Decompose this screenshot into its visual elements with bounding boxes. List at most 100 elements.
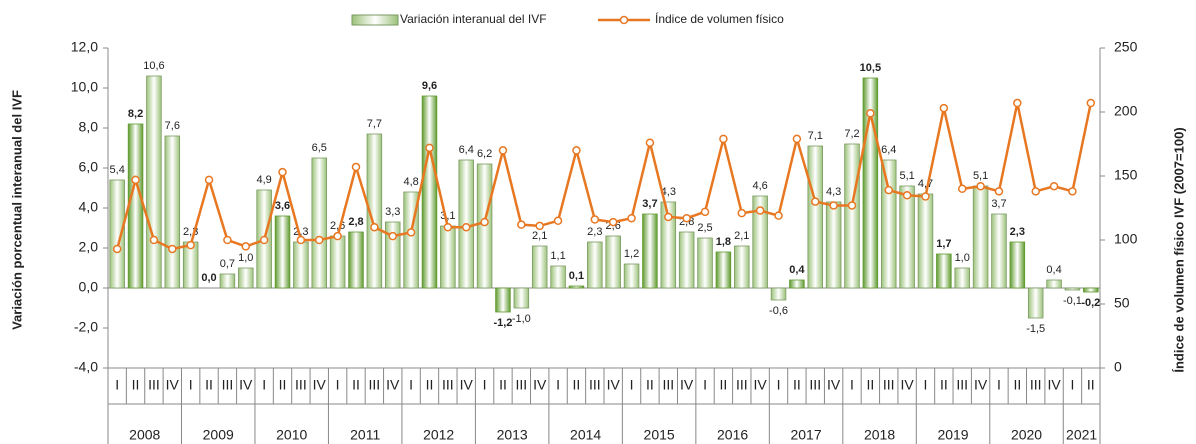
line-marker: [774, 211, 783, 220]
bar: [1027, 287, 1044, 319]
x-tick-label: II: [279, 377, 287, 393]
bar: [954, 267, 970, 289]
line-marker: [719, 134, 728, 144]
x-tick-label: II: [352, 377, 360, 393]
x-tick-label: I: [630, 377, 634, 393]
value-label: 10,5: [860, 62, 881, 74]
line-marker: [351, 162, 361, 172]
line-marker: [755, 206, 765, 215]
x-tick-label: IV: [313, 377, 327, 393]
value-label: 1,0: [238, 252, 253, 264]
bar: [770, 287, 787, 301]
x-tick-label: II: [646, 377, 654, 393]
value-label: 4,8: [403, 176, 418, 188]
line-marker: [866, 109, 875, 118]
value-label: 2,1: [734, 230, 749, 242]
bar: [329, 235, 346, 289]
x-tick-label: II: [426, 377, 434, 393]
year-label: 2009: [203, 427, 234, 443]
x-tick-label: II: [205, 377, 213, 393]
x-tick-label: III: [662, 377, 674, 393]
value-label: 4,7: [918, 178, 933, 190]
line-marker: [572, 146, 581, 155]
x-tick-label: I: [262, 377, 266, 393]
year-label: 2016: [717, 427, 748, 443]
line-marker: [884, 185, 893, 195]
x-tick-label: I: [336, 377, 340, 393]
bar: [660, 201, 677, 289]
bar: [495, 287, 511, 313]
bar: [734, 245, 750, 289]
line-marker: [957, 184, 967, 194]
value-label: 2,6: [330, 220, 345, 232]
x-tick-label: III: [369, 377, 381, 393]
bar: [531, 245, 548, 289]
bar: [936, 253, 952, 289]
x-tick-label: I: [703, 377, 707, 393]
value-label: 2,1: [532, 230, 547, 242]
value-label: 3,1: [440, 210, 455, 222]
line-marker: [847, 201, 857, 210]
bar: [311, 157, 328, 289]
bar: [789, 279, 805, 289]
line-marker: [829, 201, 838, 210]
year-label: 2018: [864, 427, 895, 443]
bar: [274, 215, 291, 289]
x-tick-label: IV: [386, 377, 400, 393]
line-marker: [921, 192, 930, 201]
bar: [1046, 279, 1062, 289]
line-marker: [498, 146, 508, 155]
y-tick-label: 8,0: [79, 119, 99, 135]
bar: [678, 231, 695, 289]
value-label: 1,2: [624, 248, 639, 260]
legend-label: Variación interanual del IVF: [400, 12, 547, 26]
bar: [715, 251, 732, 289]
line-marker: [259, 235, 269, 245]
value-label: 6,5: [312, 142, 327, 154]
line-marker: [553, 216, 563, 226]
value-label: 4,3: [826, 186, 841, 198]
x-tick-label: II: [866, 377, 874, 393]
bar: [807, 145, 824, 289]
line-marker: [1068, 187, 1077, 196]
x-tick-label: IV: [166, 377, 180, 393]
value-label: 0,4: [789, 264, 805, 276]
line-marker: [1013, 98, 1022, 108]
line-marker: [1086, 98, 1096, 108]
line-marker: [204, 175, 214, 185]
line-marker: [168, 244, 177, 254]
x-tick-label: III: [883, 377, 895, 393]
line-marker: [535, 221, 544, 231]
x-tick-label: III: [515, 377, 527, 393]
value-label: 4,9: [256, 174, 271, 186]
value-label: 9,6: [422, 80, 437, 92]
line-marker: [315, 235, 324, 245]
x-tick-label: I: [483, 377, 487, 393]
bar: [293, 241, 309, 289]
line-marker: [296, 235, 306, 245]
y2-axis-label: Índice de volumen físico IVF (2007=100): [1171, 127, 1186, 372]
y2-tick-label: 150: [1114, 167, 1138, 183]
x-tick-label: III: [222, 377, 234, 393]
value-label: 0,0: [201, 272, 216, 284]
year-label: 2010: [276, 427, 307, 443]
line-marker: [112, 244, 122, 254]
x-tick-label: I: [924, 377, 928, 393]
y2-tick-label: 100: [1114, 231, 1138, 247]
value-label: -0,1: [1063, 295, 1082, 307]
bar: [880, 159, 897, 289]
x-tick-label: III: [736, 377, 748, 393]
y2-tick-label: 250: [1114, 39, 1138, 55]
value-label: 10,6: [143, 60, 164, 72]
y2-tick-label: 50: [1114, 295, 1130, 311]
bar: [109, 179, 125, 289]
line-marker: [682, 213, 691, 223]
bar: [991, 213, 1007, 289]
x-tick-label: III: [442, 377, 454, 393]
x-tick-label: I: [997, 377, 1001, 393]
y-axis-label: Variación porcentual interanual del IVF: [9, 90, 24, 330]
line-marker: [700, 207, 710, 217]
y-tick-label: 0,0: [79, 279, 99, 295]
line-marker: [811, 197, 820, 206]
